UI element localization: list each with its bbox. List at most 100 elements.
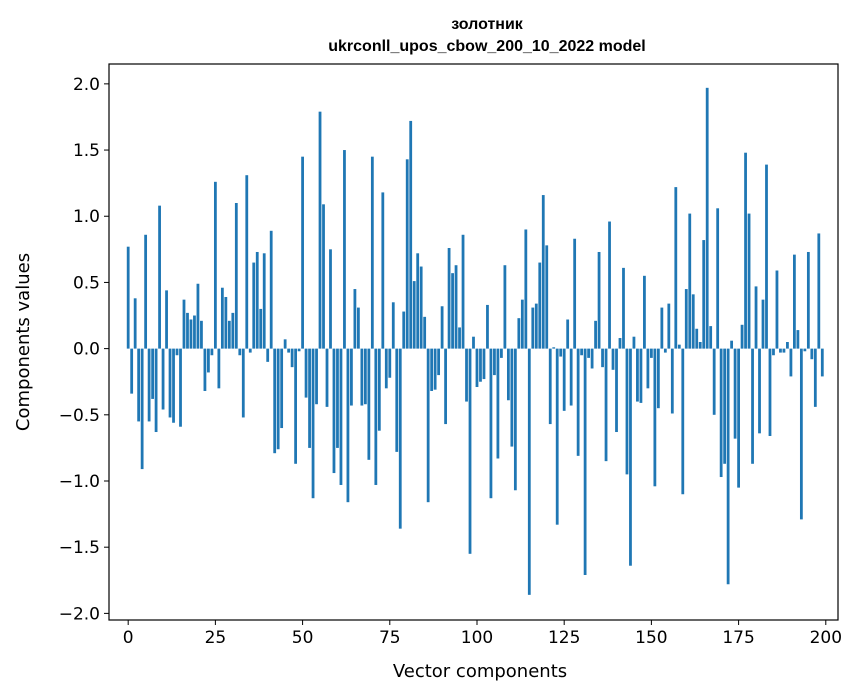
bar xyxy=(322,204,325,349)
bar xyxy=(189,319,193,349)
bar xyxy=(524,229,528,349)
bar xyxy=(611,348,615,370)
bar xyxy=(280,348,284,429)
bar xyxy=(681,348,685,495)
bar xyxy=(426,348,430,503)
bar xyxy=(723,348,727,464)
bar xyxy=(133,298,137,349)
bar xyxy=(343,150,346,349)
y-tick-label: 1.0 xyxy=(73,207,100,227)
bar xyxy=(370,156,374,349)
bar xyxy=(510,348,514,447)
y-tick-label: −0.5 xyxy=(59,406,100,426)
x-tick-label: 125 xyxy=(548,628,580,648)
bar xyxy=(754,286,758,349)
bar xyxy=(454,265,458,349)
bar xyxy=(493,348,496,376)
bar xyxy=(775,270,779,349)
bar xyxy=(363,348,367,405)
bar xyxy=(751,348,754,464)
bar xyxy=(649,348,653,358)
bar xyxy=(716,208,720,349)
bar xyxy=(430,348,434,391)
bar xyxy=(203,348,207,391)
bar xyxy=(294,348,297,464)
bar xyxy=(468,348,472,554)
bar xyxy=(688,213,692,349)
y-axis-label: Components values xyxy=(13,253,34,431)
bar xyxy=(388,348,392,378)
bar xyxy=(329,249,332,349)
bar xyxy=(779,348,782,353)
bar xyxy=(803,348,807,352)
bar xyxy=(629,348,632,566)
bar xyxy=(377,348,381,431)
bar xyxy=(472,336,475,349)
bar xyxy=(548,348,552,425)
bar xyxy=(217,348,221,389)
bar xyxy=(817,233,821,349)
bar xyxy=(569,348,573,406)
bar xyxy=(465,348,468,402)
bar xyxy=(786,342,789,349)
bar xyxy=(151,348,154,399)
bar xyxy=(573,238,577,349)
bar xyxy=(489,348,493,499)
x-tick-label: 175 xyxy=(722,628,754,648)
bar xyxy=(332,348,336,474)
bar xyxy=(531,307,535,349)
bar xyxy=(806,251,810,349)
x-tick-label: 100 xyxy=(461,628,493,648)
bar xyxy=(339,348,343,485)
bar xyxy=(772,348,775,356)
bar xyxy=(506,348,510,401)
bar xyxy=(168,348,172,418)
bar xyxy=(618,338,622,349)
bar xyxy=(813,348,817,407)
bar xyxy=(799,348,803,520)
bar xyxy=(308,348,311,448)
bar xyxy=(311,348,315,499)
bar xyxy=(336,348,339,448)
bar xyxy=(357,307,360,349)
bar xyxy=(213,181,217,349)
bar xyxy=(234,203,238,349)
bar xyxy=(597,251,601,349)
bar xyxy=(179,348,182,427)
bar xyxy=(423,316,427,349)
bar xyxy=(447,248,451,349)
bar xyxy=(677,344,681,349)
bar xyxy=(782,348,786,353)
bar xyxy=(527,348,531,595)
chart-subtitle: ukrconll_upos_cbow_200_10_2022 model xyxy=(328,38,645,55)
bar xyxy=(580,348,584,356)
bar xyxy=(262,253,266,349)
bar xyxy=(252,262,256,349)
bar xyxy=(325,348,329,407)
bar xyxy=(534,303,538,349)
bar xyxy=(140,348,144,470)
bar xyxy=(500,348,503,358)
bar xyxy=(810,348,814,360)
bar xyxy=(705,87,709,349)
bar xyxy=(231,312,235,349)
bar xyxy=(479,348,482,382)
bar xyxy=(238,348,242,356)
bar xyxy=(290,348,294,368)
bar xyxy=(789,348,793,377)
bar xyxy=(737,348,740,488)
y-tick-label: 0.5 xyxy=(73,273,100,293)
bar xyxy=(653,348,657,487)
bar xyxy=(391,302,395,349)
bar xyxy=(594,320,597,349)
y-tick-label: −1.5 xyxy=(59,538,100,558)
bar xyxy=(632,336,636,349)
bar xyxy=(740,324,744,349)
bar xyxy=(604,348,608,462)
bar xyxy=(374,348,378,485)
bar xyxy=(555,348,559,525)
y-tick-label: −1.0 xyxy=(59,472,100,492)
bar xyxy=(384,348,388,389)
